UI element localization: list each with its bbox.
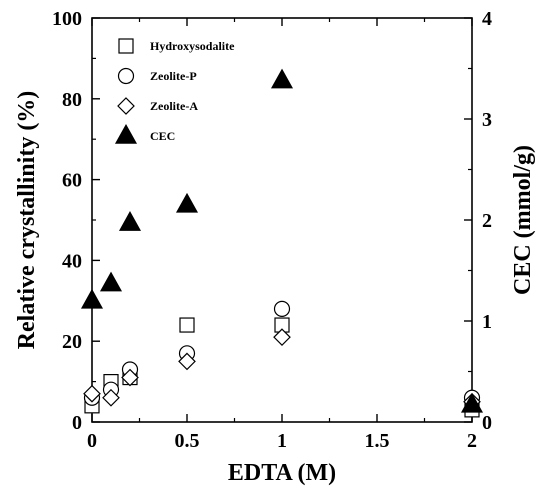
y2-tick-label: 4 — [482, 8, 492, 30]
legend-marker-hydroxysodalite — [118, 38, 134, 54]
legend-label: Hydroxysodalite — [150, 39, 235, 53]
legend-item-zeolite-p: Zeolite-P — [117, 67, 197, 85]
data-point-cec — [460, 392, 484, 413]
legend-item-cec: CEC — [114, 123, 175, 144]
legend-item-hydroxysodalite: Hydroxysodalite — [118, 38, 235, 54]
y2-tick-label: 3 — [482, 109, 492, 131]
data-point-zeolite-a — [102, 388, 120, 407]
data-point-cec — [270, 68, 294, 89]
data-point-zeolite-a — [178, 352, 196, 371]
y-tick-label: 0 — [72, 412, 82, 434]
data-layer — [80, 68, 484, 418]
legend-marker-zeolite-a — [117, 97, 135, 115]
y-tick-label: 20 — [62, 331, 82, 353]
series-cec — [80, 68, 484, 413]
legend-marker-cec — [114, 123, 138, 144]
series-zeolite-a — [83, 328, 481, 411]
x-tick-label: 0.5 — [175, 430, 200, 452]
x-axis-title: EDTA (M) — [228, 460, 336, 486]
y2-tick-label: 1 — [482, 311, 492, 333]
data-point-cec — [175, 192, 199, 213]
y2-tick-label: 0 — [482, 412, 492, 434]
legend: Hydroxysodalite Zeolite-P Zeolite-A CEC — [114, 38, 235, 144]
y-tick-label: 80 — [62, 89, 82, 111]
y-tick-label: 60 — [62, 170, 82, 192]
x-tick-label: 0 — [87, 430, 97, 452]
data-point-zeolite-a — [121, 368, 139, 387]
legend-marker-zeolite-p — [117, 67, 135, 85]
legend-item-zeolite-a: Zeolite-A — [117, 97, 198, 115]
y-axis-title: Relative crystallinity (%) — [14, 91, 40, 350]
data-point-zeolite-a — [83, 384, 101, 403]
y2-tick-label: 2 — [482, 210, 492, 232]
data-point-cec — [118, 210, 142, 231]
x-tick-label: 1.5 — [365, 430, 390, 452]
x-tick-label: 2 — [467, 430, 477, 452]
legend-label: Zeolite-A — [150, 99, 198, 113]
data-point-zeolite-p — [273, 300, 291, 317]
data-point-zeolite-a — [273, 328, 291, 347]
data-point-cec — [99, 271, 123, 292]
y-tick-label: 100 — [52, 8, 82, 30]
series-zeolite-p — [83, 300, 481, 406]
legend-label: CEC — [150, 129, 175, 143]
data-point-cec — [80, 288, 104, 309]
data-point-hydroxysodalite — [179, 317, 195, 333]
x-tick-label: 1 — [277, 430, 287, 452]
y-tick-label: 40 — [62, 250, 82, 272]
y2-axis-title: CEC (mmol/g) — [510, 145, 536, 295]
legend-label: Zeolite-P — [150, 69, 197, 83]
